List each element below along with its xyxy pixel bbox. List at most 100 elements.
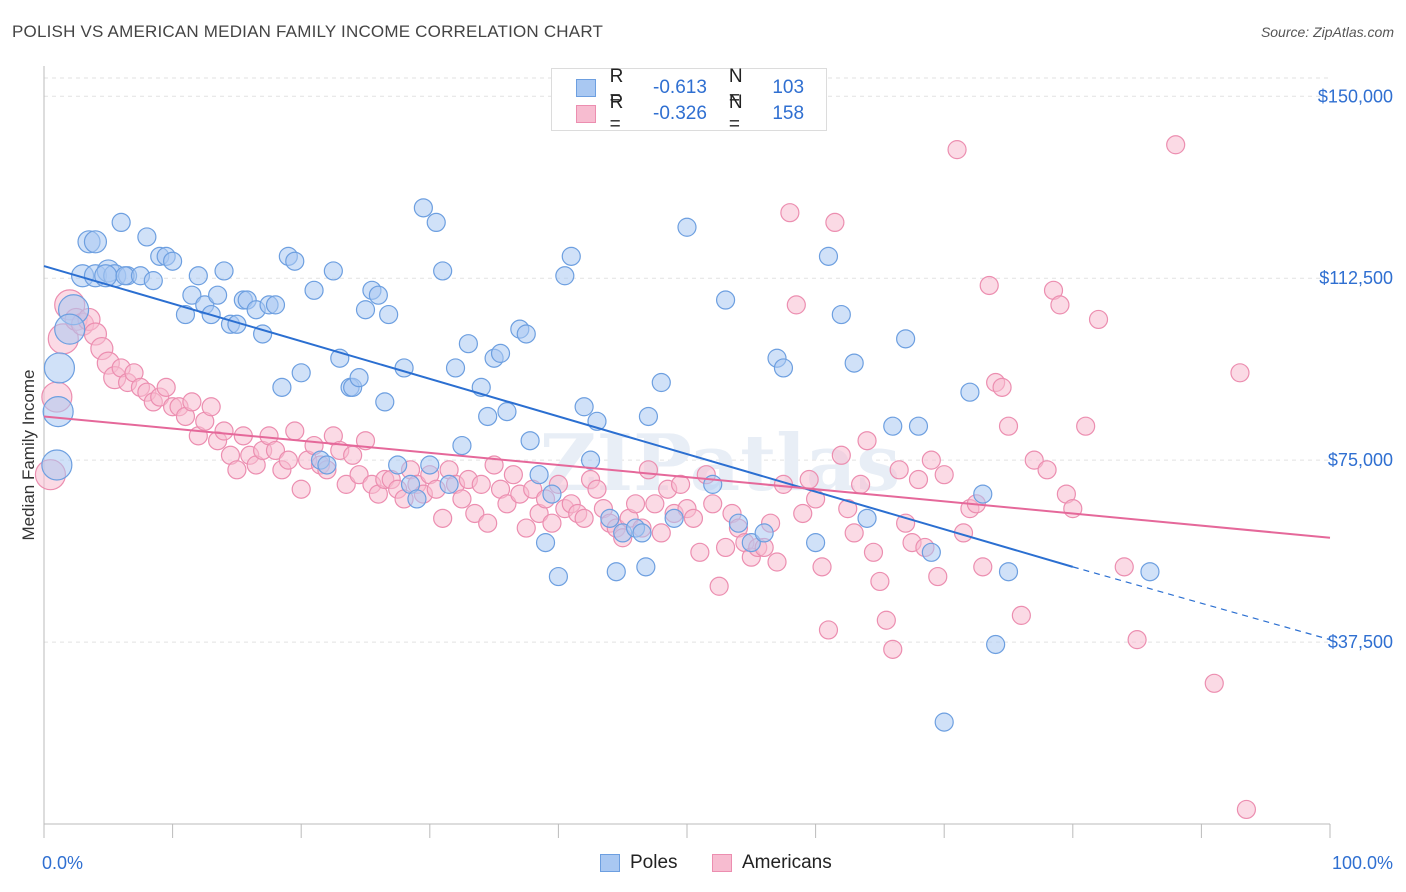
legend-item-poles[interactable]: Poles <box>600 852 678 874</box>
americans-point <box>516 518 536 538</box>
americans-n-value: 158 <box>772 103 805 124</box>
americans-point <box>1236 799 1257 820</box>
legend-item-americans[interactable]: Americans <box>712 852 832 874</box>
poles-swatch <box>576 79 596 97</box>
poles-point <box>908 416 929 436</box>
poles-point <box>516 324 536 344</box>
legend-row-americans: R = -0.326 N = 158 <box>576 92 826 135</box>
americans-point <box>998 416 1019 436</box>
americans-trendline <box>43 415 1331 539</box>
americans-point <box>883 639 903 659</box>
americans-point <box>793 503 813 524</box>
americans-point <box>908 469 929 490</box>
poles-point <box>574 397 594 417</box>
poles-point <box>188 266 208 286</box>
americans-point <box>433 508 453 528</box>
poles-point <box>651 372 671 393</box>
poles-point <box>677 217 697 237</box>
poles-point <box>478 406 498 427</box>
correlation-legend: R = -0.613 N = 103 R = -0.326 N = 158 <box>551 66 827 135</box>
y-axis-label: Median Family Income <box>19 369 38 541</box>
americans-point <box>818 620 839 640</box>
poles-point <box>379 304 399 325</box>
poles-point <box>143 271 163 291</box>
poles-n-value: 103 <box>772 77 805 98</box>
poles-point <box>831 304 851 325</box>
americans-point <box>503 465 523 485</box>
americans-point <box>1166 135 1186 155</box>
poles-point <box>368 285 388 305</box>
x-tick-label: 0.0% <box>42 853 83 873</box>
poles-point <box>452 435 472 456</box>
poles-point <box>323 261 343 281</box>
americans-point <box>1037 460 1057 480</box>
americans-point <box>921 450 941 470</box>
americans-point <box>638 460 659 480</box>
americans-point <box>587 479 607 499</box>
poles-point <box>349 368 369 388</box>
y-tick-label: $112,500 <box>1319 268 1393 288</box>
americans-point <box>928 566 948 587</box>
poles-point <box>54 313 86 345</box>
americans-point <box>973 557 993 577</box>
poles-point <box>433 261 453 281</box>
americans-point <box>812 557 832 577</box>
americans-r-value: -0.326 <box>653 103 707 124</box>
americans-point <box>156 377 176 397</box>
poles-point <box>986 634 1006 655</box>
americans-point <box>452 489 472 509</box>
poles-point <box>272 377 292 397</box>
legend-row-poles: R = -0.613 N = 103 <box>576 66 826 109</box>
americans-point <box>851 474 871 494</box>
americans-point <box>863 542 884 562</box>
americans-n-label: N = <box>728 92 743 135</box>
poles-point <box>175 304 196 325</box>
americans-point <box>497 494 517 514</box>
poles-point <box>291 363 311 383</box>
poles-point <box>728 513 749 533</box>
poles-trendline <box>43 265 1074 568</box>
poles-point <box>998 562 1019 582</box>
americans-point <box>355 431 376 451</box>
poles-point <box>497 402 517 422</box>
series-legend: Poles Americans <box>0 852 1406 876</box>
americans-point <box>478 513 498 533</box>
americans-point <box>471 474 491 494</box>
americans-point <box>1230 363 1250 383</box>
americans-point <box>934 465 954 485</box>
y-tick-label: $75,000 <box>1328 450 1393 470</box>
poles-point <box>137 227 157 247</box>
americans-point <box>574 508 594 528</box>
poles-point <box>375 392 395 412</box>
americans-point <box>1114 557 1134 577</box>
poles-point <box>41 449 73 481</box>
americans-point <box>278 450 298 470</box>
americans-point <box>465 503 485 524</box>
americans-point <box>786 295 806 315</box>
y-tick-label: $150,000 <box>1318 86 1393 106</box>
americans-point <box>1204 673 1224 693</box>
poles-point <box>43 352 76 384</box>
americans-point <box>285 421 305 441</box>
poles-point <box>445 358 466 378</box>
americans-point <box>780 203 800 223</box>
americans-point <box>1127 630 1147 650</box>
poles-point <box>182 285 202 305</box>
poles-point <box>1140 562 1160 582</box>
americans-point <box>265 440 286 461</box>
poles-point <box>921 542 941 562</box>
poles-point <box>561 246 581 266</box>
poles-point <box>388 455 408 475</box>
americans-point <box>683 508 704 528</box>
source-label: Source: ZipAtlas.com <box>1260 24 1394 40</box>
poles-legend-label: Poles <box>630 852 678 873</box>
poles-point <box>632 523 652 543</box>
poles-point <box>304 280 324 300</box>
poles-r-value: -0.613 <box>653 77 707 98</box>
poles-point <box>111 212 131 232</box>
poles-point <box>555 266 575 286</box>
poles-point <box>413 198 433 218</box>
poles-point <box>529 465 549 485</box>
americans-point <box>876 610 896 630</box>
